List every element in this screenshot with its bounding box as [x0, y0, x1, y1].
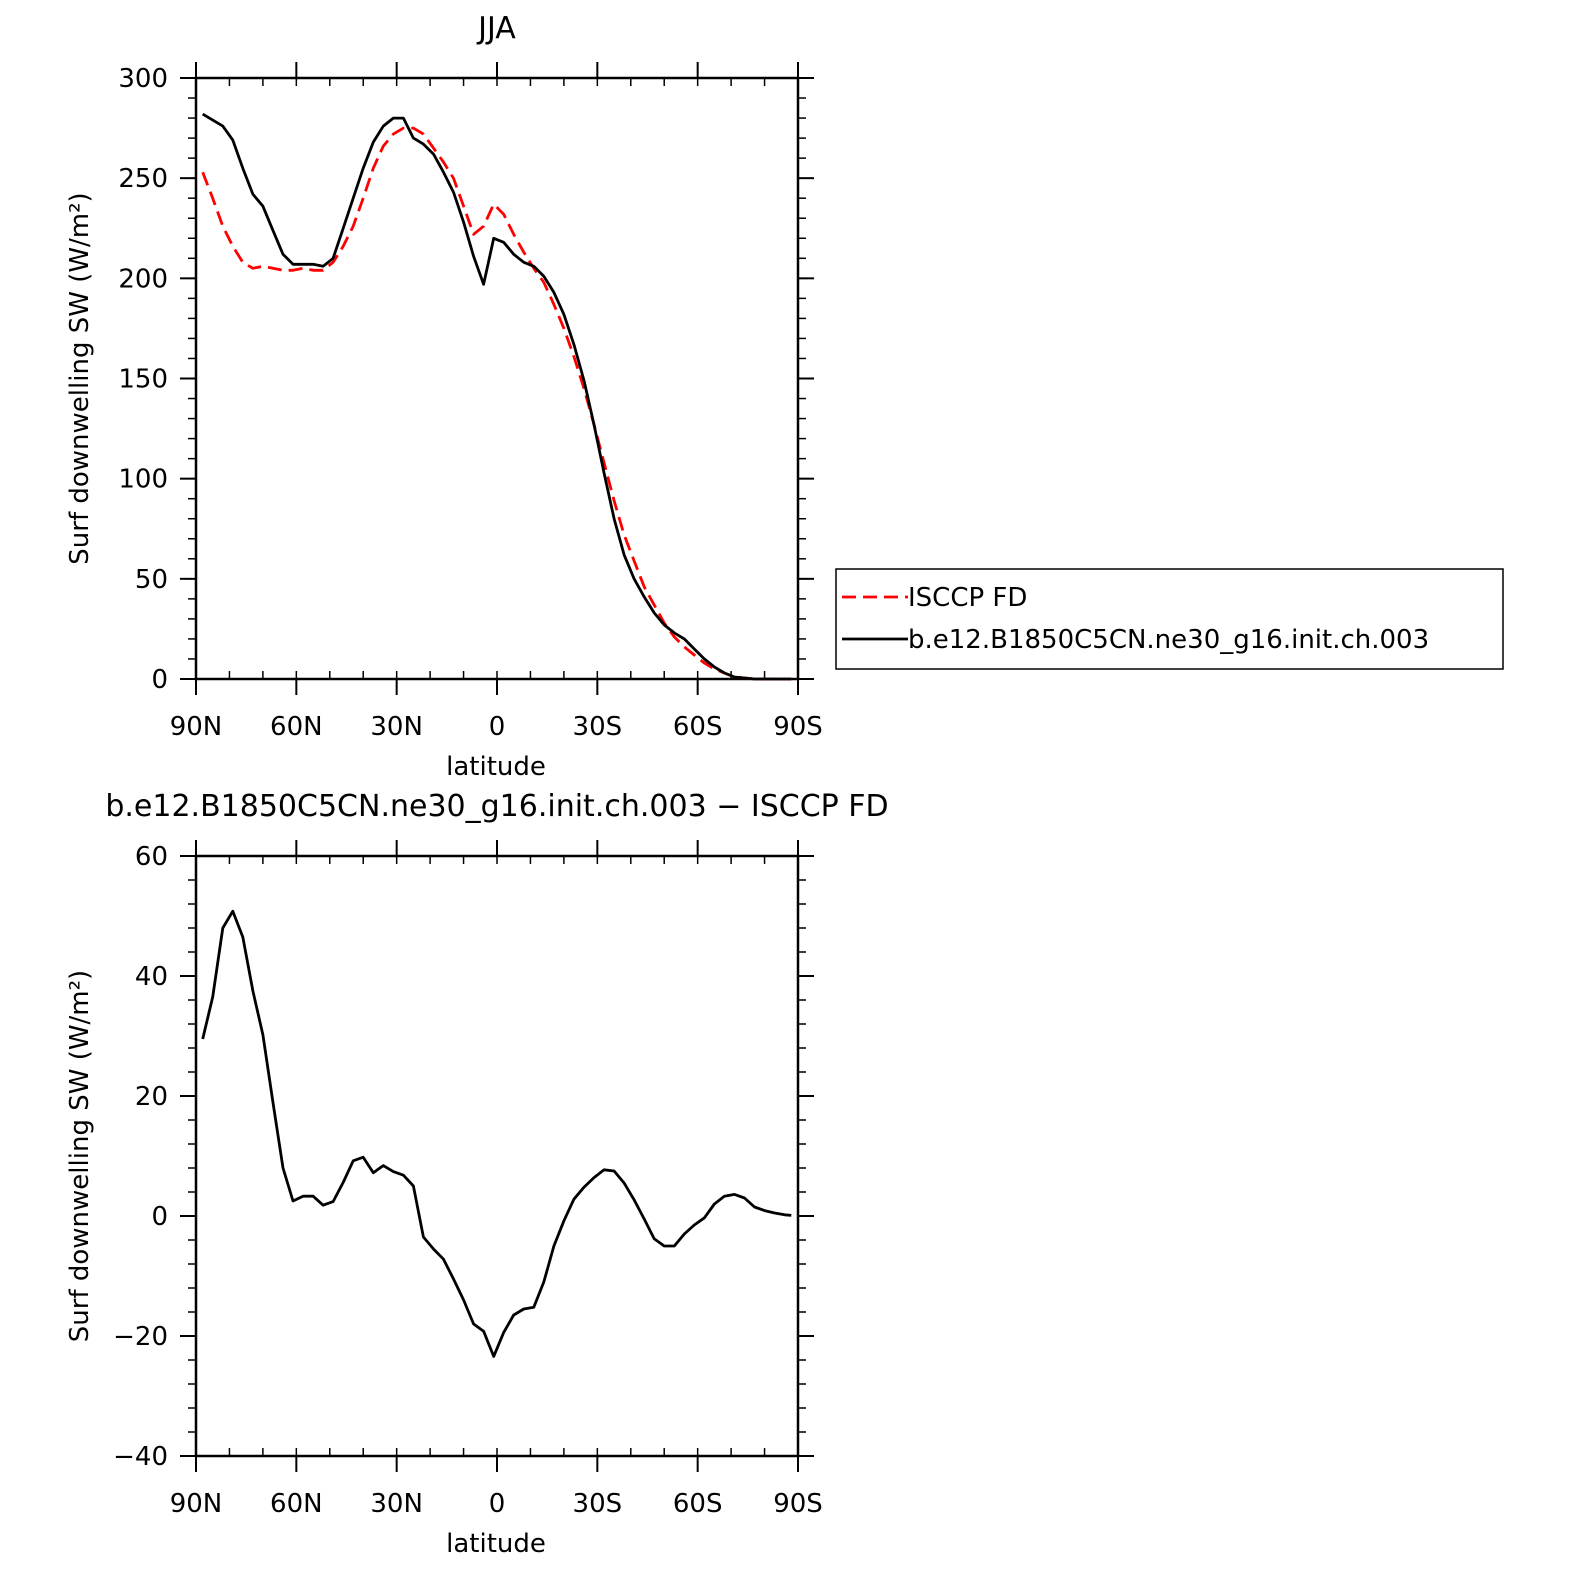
x-tick-label: 60N: [270, 712, 323, 742]
y-tick-label: 20: [135, 1082, 168, 1112]
x-axis-label: latitude: [446, 752, 546, 782]
x-tick-label: 60N: [270, 1489, 323, 1519]
chart-panel-seasonal: JJA 90N 60N 30N 0 30S 60S 90S 0 50 100 150 200 250 300…: [65, 11, 1504, 782]
y-tick-label: 60: [135, 842, 168, 872]
y-tick-label: 0: [151, 1202, 168, 1232]
x-tick-label: 0: [489, 712, 506, 742]
chart-title: JJA: [476, 11, 516, 46]
plot-frame: [194, 854, 800, 1458]
x-tick-label: 90N: [170, 1489, 223, 1519]
y-tick-label: 50: [135, 565, 168, 595]
y-tick-label: −40: [113, 1442, 168, 1472]
x-tick-label: 30N: [370, 1489, 423, 1519]
y-tick-label: 100: [118, 465, 168, 495]
y-tick-label: 200: [118, 264, 168, 294]
plot-frame: [194, 76, 800, 681]
y-tick-label: 150: [118, 365, 168, 395]
x-tick-label: 0: [489, 1489, 506, 1519]
x-tick-label: 90S: [773, 712, 823, 742]
x-axis-label: latitude: [446, 1529, 546, 1559]
x-tick-label: 30N: [370, 712, 423, 742]
x-tick-label: 60S: [673, 1489, 723, 1519]
chart-title: b.e12.B1850C5CN.ne30_g16.init.ch.003 − I…: [105, 789, 888, 824]
x-tick-label: 30S: [573, 1489, 623, 1519]
y-tick-label: 40: [135, 962, 168, 992]
legend-box: [835, 568, 1504, 670]
y-axis-label: Surf downwelling SW (W/m²): [65, 192, 95, 564]
series-line-model: [201, 112, 792, 681]
legend-entry: b.e12.B1850C5CN.ne30_g16.init.ch.003: [908, 625, 1429, 655]
y-tick-label: 250: [118, 164, 168, 194]
x-tick-label: 60S: [673, 712, 723, 742]
series-line-isccp-fd: [201, 126, 792, 681]
x-tick-label: 30S: [573, 712, 623, 742]
y-tick-label: 300: [118, 64, 168, 94]
series-line-difference: [201, 909, 792, 1358]
legend-entry: ISCCP FD: [908, 583, 1027, 613]
y-tick-label: −20: [113, 1322, 168, 1352]
y-tick-label: 0: [151, 665, 168, 695]
x-tick-label: 90N: [170, 712, 223, 742]
x-tick-label: 90S: [773, 1489, 823, 1519]
y-axis-label: Surf downwelling SW (W/m²): [65, 970, 95, 1342]
chart-panel-difference: b.e12.B1850C5CN.ne30_g16.init.ch.003 − I…: [65, 789, 889, 1559]
